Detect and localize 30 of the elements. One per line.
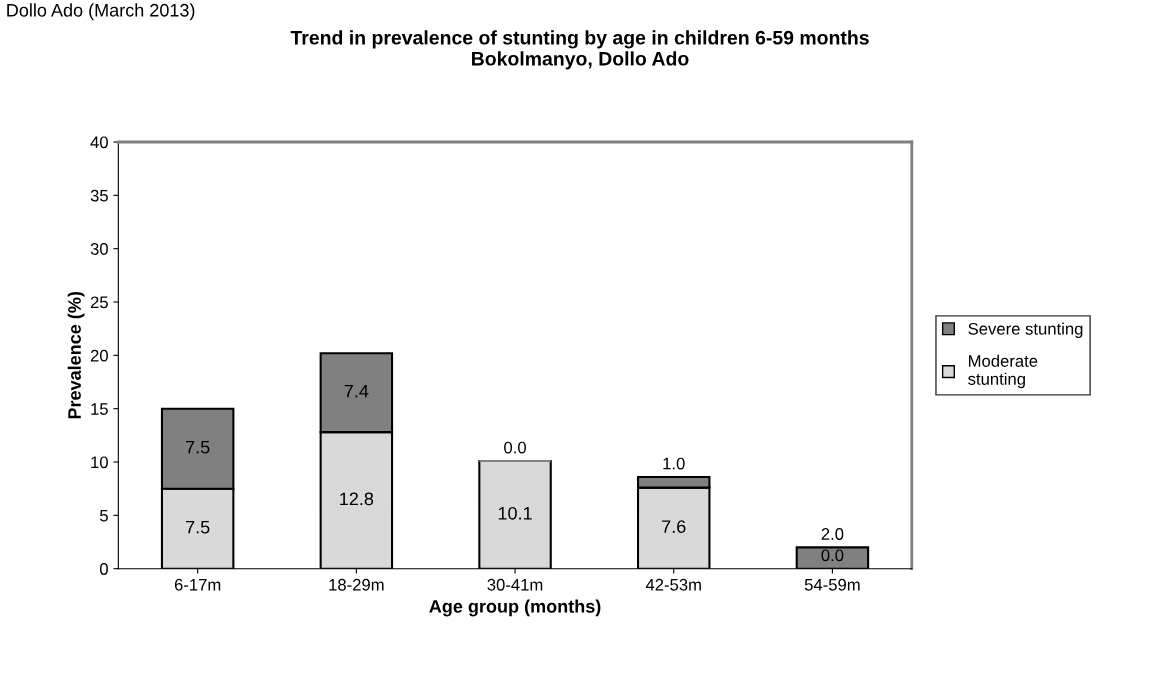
y-axis-title: Prevalence (%): [67, 292, 85, 419]
x-tick-label: 18-29m: [329, 578, 384, 591]
y-tick-label: 5: [100, 509, 108, 522]
data-label: 7.6: [662, 520, 686, 533]
x-tick-label: 30-41m: [487, 578, 543, 591]
y-tick-label: 30: [90, 243, 108, 255]
data-label: 0.0: [821, 549, 844, 562]
x-tick-label: 42-53m: [645, 578, 701, 591]
data-label: 12.8: [340, 492, 374, 506]
y-tick-label: 15: [91, 403, 108, 415]
y-tick-label: 40: [90, 136, 108, 149]
y-tick-label: 35: [90, 189, 108, 202]
y-tick-label: 0: [99, 563, 108, 575]
data-label: 7.5: [186, 520, 210, 534]
legend-label: Severe stunting: [968, 322, 1083, 339]
text: Dollo Ado (March 2013): [7, 3, 195, 21]
y-tick-label: 25: [90, 296, 108, 309]
x-tick-label: 6-17m: [174, 578, 221, 591]
y-tick-label: 10: [91, 456, 108, 469]
data-label: 1.0: [663, 457, 685, 470]
data-label: 7.5: [186, 440, 210, 454]
data-label: 0.0: [504, 441, 526, 454]
data-label: 7.4: [344, 384, 369, 398]
x-axis-title: Age group (months): [429, 599, 601, 617]
y-tick-label: 20: [90, 349, 108, 362]
legend-label: Moderate stunting: [968, 354, 1038, 389]
chart-title: Trend in prevalence of stunting by age in children 6-59 months Bokolmanyo, Dollo Ado: [290, 30, 869, 70]
data-label: 10.1: [498, 506, 532, 520]
data-label: 2.0: [821, 528, 844, 540]
x-tick-label: 54-59m: [804, 578, 860, 591]
